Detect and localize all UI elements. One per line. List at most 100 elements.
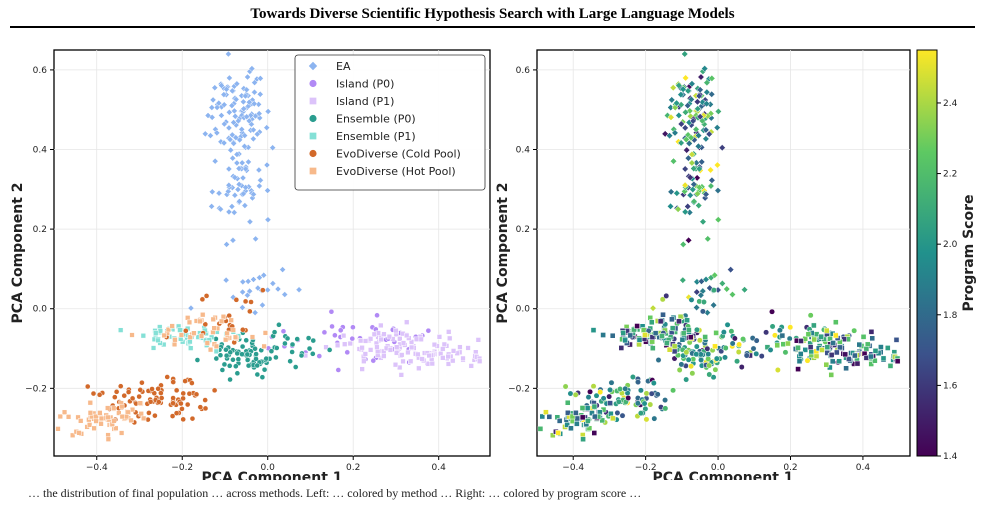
legend-box <box>294 54 486 191</box>
data-point <box>281 291 289 298</box>
data-point <box>90 390 97 397</box>
legend: EA Island (P0) Island (P1) Ensemble (P0) Ens… <box>294 54 486 191</box>
data-point <box>447 335 453 341</box>
data-point <box>246 218 254 226</box>
data-point <box>211 84 219 92</box>
data-point <box>671 343 678 350</box>
data-point <box>200 312 206 318</box>
data-point <box>199 296 206 303</box>
data-point <box>703 88 711 96</box>
data-point <box>740 336 747 343</box>
data-point <box>197 318 203 324</box>
data-point <box>702 135 710 143</box>
data-point <box>295 286 303 294</box>
data-point <box>637 387 644 394</box>
y-tick-label: 0.0 <box>33 305 48 315</box>
data-point <box>872 357 878 364</box>
data-point <box>426 352 432 359</box>
data-point <box>637 410 644 417</box>
data-point <box>685 139 693 147</box>
data-point <box>708 90 716 98</box>
data-point <box>702 126 710 134</box>
data-point <box>98 421 104 427</box>
data-point <box>776 327 783 334</box>
data-point <box>863 346 870 352</box>
data-point <box>673 189 681 197</box>
data-point <box>140 333 146 339</box>
data-point <box>868 361 875 367</box>
data-point <box>243 337 249 344</box>
data-point <box>675 111 683 119</box>
data-point <box>796 358 803 365</box>
data-point <box>241 132 249 139</box>
data-point <box>208 104 216 111</box>
data-point <box>220 120 228 128</box>
data-point <box>683 146 691 154</box>
data-point <box>235 356 242 363</box>
data-point <box>869 335 876 342</box>
data-point <box>211 325 217 331</box>
data-point <box>223 352 230 359</box>
data-point <box>702 190 710 198</box>
data-point <box>244 73 251 81</box>
data-point <box>240 326 246 333</box>
data-point <box>129 332 135 338</box>
right-x-ticks: −0.4 −0.2 0.0 0.2 0.4 <box>562 456 870 473</box>
data-point <box>229 154 237 162</box>
data-point <box>854 360 861 367</box>
data-point <box>218 82 225 89</box>
data-point <box>261 366 268 373</box>
data-point <box>446 329 452 335</box>
data-point <box>795 344 801 351</box>
data-point <box>686 191 694 199</box>
data-point <box>238 126 246 133</box>
data-point <box>169 413 176 419</box>
data-point <box>169 323 175 329</box>
data-point <box>615 398 622 405</box>
data-point <box>681 124 689 132</box>
data-point <box>361 358 367 364</box>
data-point <box>678 361 685 368</box>
data-point <box>677 91 685 99</box>
data-point <box>673 99 681 107</box>
data-point <box>256 274 263 282</box>
data-point <box>240 190 247 198</box>
right-plot-frame <box>536 49 911 457</box>
data-point <box>698 158 706 166</box>
data-point <box>215 189 223 197</box>
data-point <box>681 165 689 173</box>
data-point <box>693 174 701 182</box>
data-point <box>263 355 270 362</box>
data-point <box>185 315 191 321</box>
data-point <box>213 355 220 362</box>
data-point <box>220 139 228 147</box>
data-point <box>273 345 280 351</box>
data-point <box>675 81 683 90</box>
data-point <box>811 336 818 343</box>
data-point <box>155 385 161 392</box>
data-point <box>704 235 712 243</box>
data-point <box>724 321 731 328</box>
data-point <box>84 383 91 390</box>
data-point <box>152 412 158 419</box>
data-point <box>824 344 831 350</box>
data-point <box>580 436 586 443</box>
right-y-ticks: −0.2 0.0 0.2 0.4 0.6 <box>508 66 537 394</box>
data-point <box>650 345 656 351</box>
data-point <box>187 338 193 345</box>
data-point <box>86 422 93 428</box>
data-point <box>155 337 161 344</box>
data-point <box>239 288 246 296</box>
data-point <box>585 418 591 424</box>
data-point <box>856 341 863 348</box>
data-point <box>245 117 253 125</box>
data-point <box>261 343 267 349</box>
data-point <box>91 425 97 431</box>
legend-marker <box>309 167 317 175</box>
data-point <box>225 181 233 189</box>
data-point <box>590 383 597 390</box>
data-point <box>193 391 200 398</box>
data-point <box>61 409 68 415</box>
data-point <box>387 347 394 353</box>
data-point <box>830 340 836 346</box>
